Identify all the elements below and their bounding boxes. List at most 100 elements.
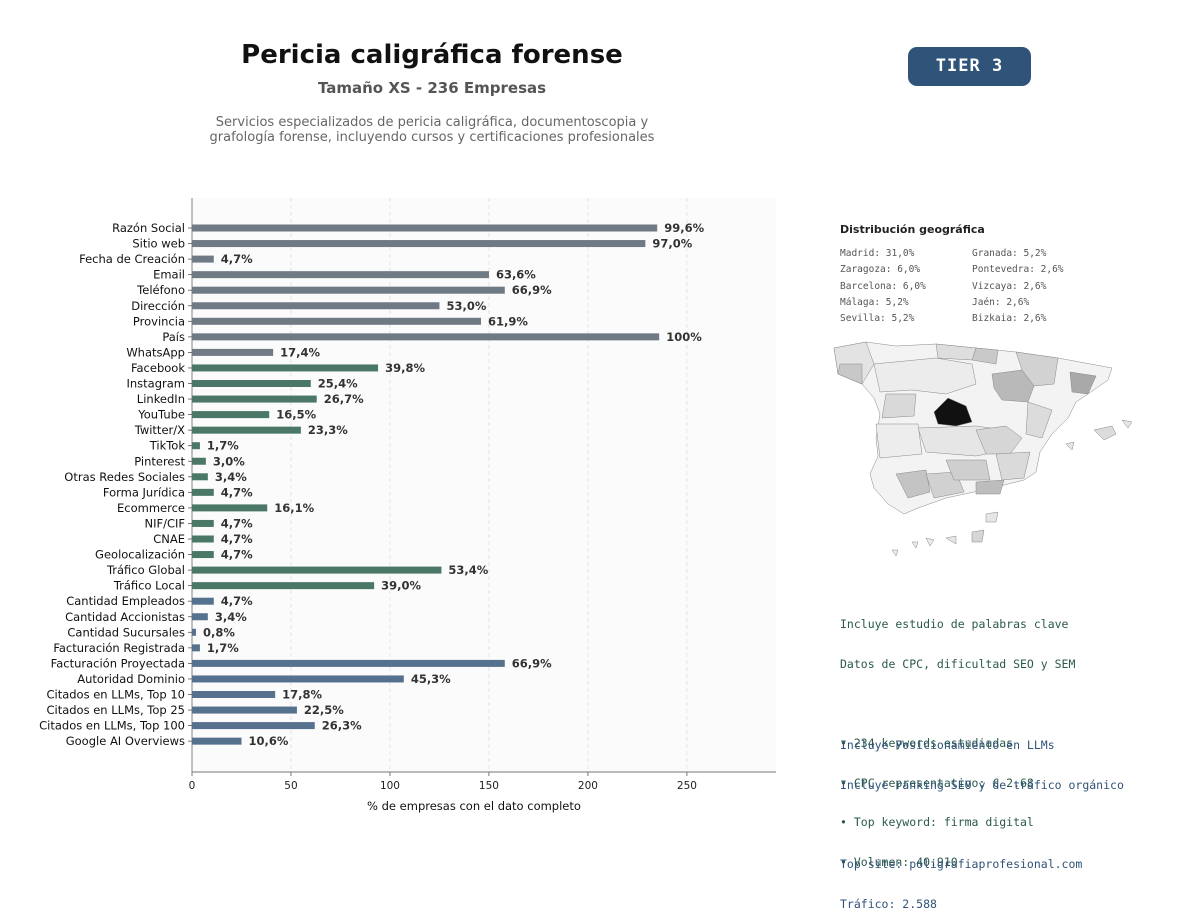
map-region — [875, 423, 923, 459]
data-label: 0,8% — [203, 625, 235, 639]
y-tick-label: Sitio web — [132, 237, 185, 251]
llm-line: Incluye ranking SEO y de tráfico orgánic… — [840, 778, 1124, 792]
data-label: 63,6% — [496, 268, 536, 282]
llm-line: Incluye Posicionamiento en LLMs — [840, 738, 1055, 753]
map-region — [975, 425, 1023, 455]
x-tick-label: 100 — [380, 780, 400, 792]
bar — [192, 706, 297, 714]
page-subtitle: Tamaño XS - 236 Empresas — [317, 79, 547, 97]
data-label: 17,8% — [282, 688, 322, 702]
keywords-bullet: • 234 keywords estudiadas — [840, 736, 1014, 750]
bar — [192, 644, 200, 652]
keywords-bullet: • Top keyword: firma digital — [840, 815, 1034, 830]
data-label: 39,0% — [381, 579, 421, 593]
y-tick-label: Facturación Registrada — [53, 641, 185, 655]
bar-chart: 0 50 100 150 200 250 Razón Social 99,6% Sitio we… — [39, 198, 776, 813]
y-tick-label: CNAE — [153, 532, 185, 546]
map-region — [945, 459, 991, 481]
bar — [192, 473, 208, 481]
spain-map — [833, 341, 1133, 557]
data-label: 1,7% — [207, 439, 239, 453]
data-label: 3,4% — [215, 470, 247, 484]
bar — [192, 395, 317, 403]
bar — [192, 380, 311, 387]
x-tick-label: 250 — [677, 780, 697, 792]
bar — [192, 691, 276, 698]
bar — [192, 364, 379, 372]
data-label: 4,7% — [221, 532, 253, 546]
y-tick-label: Cantidad Accionistas — [65, 610, 185, 624]
map-region — [1015, 351, 1059, 387]
y-tick-label: Dirección — [131, 299, 185, 313]
map-region — [1025, 401, 1053, 439]
data-label: 23,3% — [308, 423, 348, 437]
data-label: 4,7% — [221, 485, 253, 499]
x-tick-label: 50 — [284, 780, 297, 792]
y-tick-label: País — [162, 330, 185, 344]
y-tick-label: WhatsApp — [126, 345, 185, 359]
description-line: grafología forense, incluyendo cursos y … — [209, 130, 655, 145]
data-label: 97,0% — [652, 237, 692, 251]
map-region-balearic — [1093, 425, 1117, 441]
data-label: 99,6% — [664, 221, 704, 235]
bar — [192, 348, 274, 356]
data-label: 66,9% — [512, 283, 552, 297]
bar — [192, 286, 505, 294]
spacer — [840, 819, 1124, 832]
bar — [192, 411, 270, 419]
y-tick-label: Citados en LLMs, Top 25 — [46, 703, 185, 717]
y-tick-label: Email — [153, 268, 185, 282]
map-region-balearic — [1065, 441, 1075, 451]
y-tick-label: Tráfico Global — [106, 563, 185, 577]
geo-item: Pontevedra: 2,6% — [972, 264, 1064, 276]
map-region-canary — [971, 529, 985, 543]
map-region — [895, 469, 931, 499]
y-tick-label: Facturación Proyectada — [51, 656, 185, 670]
geo-item: Bizkaia: 2,6% — [972, 313, 1047, 325]
map-region — [995, 451, 1031, 481]
bar — [192, 535, 214, 543]
y-tick-label: Ecommerce — [117, 501, 185, 515]
top-site: Top site: poligrafiaprofesional.com — [840, 857, 1083, 871]
map-region-canary — [945, 535, 957, 545]
keywords-line: Datos de CPC, dificultad SEO y SEM — [840, 657, 1076, 671]
map-region — [935, 343, 977, 361]
bar — [192, 659, 505, 667]
data-label: 4,7% — [221, 252, 253, 266]
keywords-panel: Incluye estudio de palabras clave Datos … — [840, 592, 1075, 882]
y-tick-label: Twitter/X — [134, 423, 185, 437]
geo-item: Vizcaya: 2,6% — [972, 280, 1047, 292]
y-tick-label: Cantidad Sucursales — [67, 625, 185, 639]
x-axis-label: % de empresas con el dato completo — [367, 799, 581, 813]
y-tick-label: Otras Redes Sociales — [64, 470, 185, 484]
bar — [192, 566, 442, 574]
bar — [192, 519, 214, 527]
y-tick-label: Provincia — [133, 314, 185, 328]
data-label: 66,9% — [512, 656, 552, 670]
keywords-bullet: • CPC representativo: € 2.68 — [840, 775, 1034, 790]
y-tick-label: Citados en LLMs, Top 100 — [39, 719, 185, 733]
bar — [192, 426, 301, 434]
data-label: 26,3% — [322, 719, 362, 733]
plot-area — [192, 198, 776, 772]
bar — [192, 333, 660, 341]
data-label: 25,4% — [318, 377, 358, 391]
map-region — [971, 347, 999, 365]
bar — [192, 504, 268, 512]
data-label: 16,5% — [276, 408, 316, 422]
geo-item: Málaga: 5,2% — [840, 296, 909, 308]
bar — [192, 737, 242, 745]
bar — [192, 597, 214, 605]
page-description: Servicios especializados de pericia cali… — [190, 115, 674, 145]
map-region-canary — [911, 541, 919, 549]
map-region-canary — [891, 549, 899, 557]
bar — [192, 224, 658, 232]
page-title: Pericia caligráfica forense — [241, 40, 623, 70]
map-region — [1069, 371, 1097, 395]
keywords-line: Incluye estudio de palabras clave — [840, 617, 1069, 632]
data-label: 22,5% — [304, 703, 344, 717]
data-label: 4,7% — [221, 594, 253, 608]
geo-item: Jaén: 2,6% — [972, 296, 1030, 308]
geo-item: Granada: 5,2% — [972, 248, 1047, 259]
y-tick-label: TikTok — [149, 439, 186, 453]
